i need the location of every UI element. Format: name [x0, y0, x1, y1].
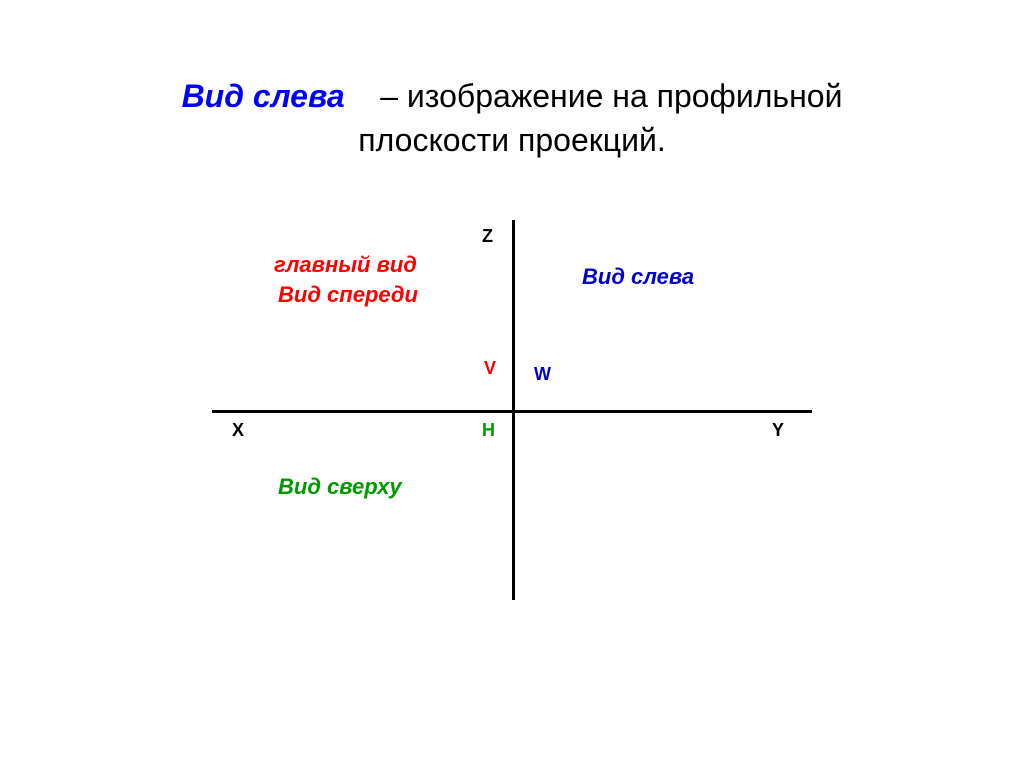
- title-line-2: плоскости проекций.: [0, 122, 1024, 159]
- label-z: Z: [482, 226, 493, 247]
- label-y: Y: [772, 420, 784, 441]
- slide: Вид слева – изображение на профильной пл…: [0, 0, 1024, 767]
- axis-horizontal: [212, 410, 812, 413]
- title-spacer: [354, 78, 372, 114]
- projection-diagram: Z X Y V H W главный вид Вид спереди Вид …: [212, 220, 812, 620]
- title-rest: – изображение на профильной: [380, 78, 842, 114]
- label-w: W: [534, 364, 551, 385]
- label-left-view: Вид слева: [582, 264, 694, 290]
- title-strong: Вид слева: [182, 78, 345, 114]
- label-v: V: [484, 358, 496, 379]
- title-line-1: Вид слева – изображение на профильной: [0, 78, 1024, 115]
- label-front-view-1: главный вид: [274, 252, 417, 278]
- label-front-view-2: Вид спереди: [278, 282, 418, 308]
- label-h: H: [482, 420, 495, 441]
- label-x: X: [232, 420, 244, 441]
- label-top-view: Вид сверху: [278, 474, 402, 500]
